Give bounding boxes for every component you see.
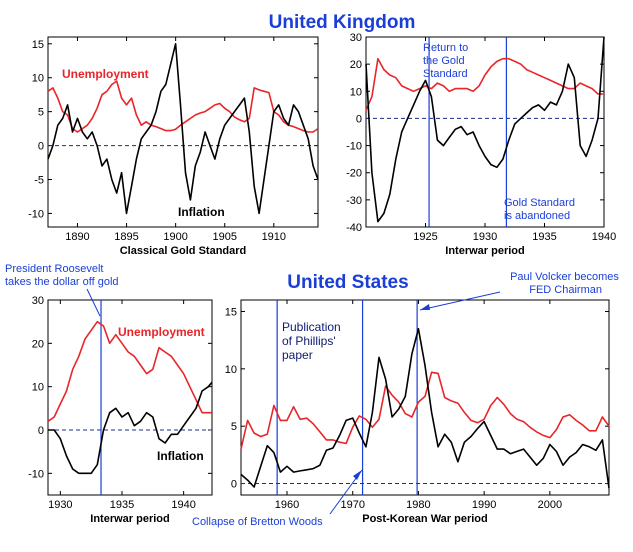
uk-heading: United Kingdom <box>269 12 416 33</box>
panel-us-postwar: 1960 1970 1980 1990 2000 0 5 10 15 Post-Korean Wa… <box>225 299 610 525</box>
us1-label-unemployment: Unemployment <box>118 325 205 339</box>
us1-label-inflation: Inflation <box>157 449 204 463</box>
us2-annotation-bretton: Collapse of Bretton Woods <box>192 516 323 528</box>
us2-annotation-volcker-line2: FED Chairman <box>529 284 602 296</box>
uk-classical-ytick-label: 15 <box>32 39 44 51</box>
uk2-annotation-return-line2: the Gold <box>423 55 465 67</box>
uk-classical-ytick-label: 10 <box>32 73 44 85</box>
us-postwar-ytick-label: 0 <box>231 479 237 491</box>
us-postwar-xtick-label: 1960 <box>275 499 299 511</box>
us-heading: United States <box>287 272 408 293</box>
us-postwar-ytick-label: 10 <box>225 364 237 376</box>
uk2-annotation-abandoned: Gold Standard is abandoned <box>504 197 578 222</box>
us-interwar-frame <box>47 299 213 496</box>
us-postwar-xtick-label: 1980 <box>406 499 430 511</box>
us2-bretton-arrowhead <box>353 470 362 480</box>
us2-annotation-phillips: Publication of Phillips' paper <box>282 320 344 362</box>
us-postwar-series-inflation <box>240 327 610 489</box>
uk2-annotation-return-line1: Return to <box>423 42 468 54</box>
uk2-annotation-return: Return to the Gold Standard <box>423 42 471 80</box>
uk-classical-series-inflation <box>47 42 319 215</box>
us-interwar-series-unemployment <box>47 320 212 422</box>
uk-interwar-ytick-label: 10 <box>350 86 362 98</box>
panel-us-interwar: 1930 1935 1940 -10 0 10 20 30 Interwar period <box>28 295 213 525</box>
us-interwar-xtick-label: 1935 <box>110 499 134 511</box>
uk-interwar-xtick-label: 1940 <box>592 231 616 243</box>
uk-interwar-series-unemployment <box>365 57 604 111</box>
uk-interwar-ytick-label: -10 <box>346 141 362 153</box>
uk-interwar-ytick-label: 0 <box>356 113 362 125</box>
uk-classical-ytick-label: 0 <box>38 141 44 153</box>
us2-annotation-phillips-line2: of Phillips' <box>282 334 336 348</box>
us-interwar-ytick-label: 0 <box>38 425 44 437</box>
us-interwar-series-inflation <box>48 381 213 475</box>
uk-classical-xtick-label: 1905 <box>212 231 236 243</box>
uk-interwar-series-inflation <box>365 36 605 223</box>
uk-interwar-xtick-label: 1925 <box>413 231 437 243</box>
uk-interwar-ytick-label: 20 <box>350 59 362 71</box>
us-interwar-ytick-label: 10 <box>32 382 44 394</box>
us2-volcker-arrowhead <box>420 304 430 310</box>
uk1-label-inflation: Inflation <box>178 205 225 219</box>
uk-classical-xtick-label: 1900 <box>163 231 187 243</box>
uk-classical-xtick-label: 1890 <box>65 231 89 243</box>
us-postwar-xtick-label: 1970 <box>340 499 364 511</box>
uk2-annotation-abandoned-line2: is abandoned <box>504 210 570 222</box>
uk-classical-xtick-label: 1910 <box>262 231 286 243</box>
us2-annotation-volcker-line1: Paul Volcker becomes <box>510 271 619 283</box>
uk-interwar-xtick-label: 1930 <box>473 231 497 243</box>
uk-classical-ytick-label: -10 <box>28 208 44 220</box>
uk2-annotation-abandoned-line1: Gold Standard <box>504 197 575 209</box>
us-postwar-ytick-label: 5 <box>231 421 237 433</box>
us2-annotation-phillips-line1: Publication <box>282 320 341 334</box>
us-interwar-xlabel: Interwar period <box>90 513 169 525</box>
uk-interwar-frame <box>365 36 605 228</box>
us2-annotation-phillips-line3: paper <box>282 348 313 362</box>
uk-classical-xlabel: Classical Gold Standard <box>120 245 247 257</box>
uk-interwar-xlabel: Interwar period <box>445 245 524 257</box>
us1-roosevelt-arrow <box>86 288 101 317</box>
us-interwar-xtick-label: 1930 <box>48 499 72 511</box>
uk-classical-ytick-label: -5 <box>34 175 44 187</box>
uk-classical-xtick-label: 1895 <box>114 231 138 243</box>
us-interwar-ytick-label: 20 <box>32 338 44 350</box>
us-interwar-ytick-label: -10 <box>28 468 44 480</box>
us-postwar-ytick-label: 15 <box>225 306 237 318</box>
uk-interwar-xtick-label: 1935 <box>532 231 556 243</box>
panel-uk-interwar: 1925 1930 1935 1940 -40 -30 -20 -10 0 10 20 30 Inter… <box>346 32 616 257</box>
us1-annotation-roosevelt-line2: takes the dollar off gold <box>5 276 119 288</box>
us1-annotation-roosevelt-line1: President Roosevelt <box>5 263 103 275</box>
uk-classical-series-unemployment <box>47 80 319 133</box>
uk-interwar-ytick-label: -40 <box>346 222 362 234</box>
us-postwar-series-unemployment <box>240 371 610 450</box>
us2-annotation-volcker: Paul Volcker becomes FED Chairman <box>510 271 622 296</box>
uk-interwar-ytick-label: -30 <box>346 195 362 207</box>
uk2-annotation-return-line3: Standard <box>423 68 468 80</box>
us2-volcker-arrow <box>419 291 501 311</box>
uk-classical-ytick-label: 5 <box>38 107 44 119</box>
us-interwar-xtick-label: 1940 <box>171 499 195 511</box>
us-postwar-xlabel: Post-Korean War period <box>362 513 488 525</box>
panel-uk-classical: 1890 1895 1900 1905 1910 -10 -5 0 5 10 15 Classical… <box>28 36 319 257</box>
us-postwar-xtick-label: 1990 <box>472 499 496 511</box>
uk-interwar-ytick-label: 30 <box>350 32 362 44</box>
us-postwar-frame <box>240 299 610 496</box>
uk1-label-unemployment: Unemployment <box>62 67 149 81</box>
uk-interwar-ytick-label: -20 <box>346 168 362 180</box>
us-interwar-ytick-label: 30 <box>32 295 44 307</box>
us1-annotation-roosevelt: President Roosevelt takes the dollar off… <box>5 263 119 288</box>
us-postwar-xtick-label: 2000 <box>538 499 562 511</box>
